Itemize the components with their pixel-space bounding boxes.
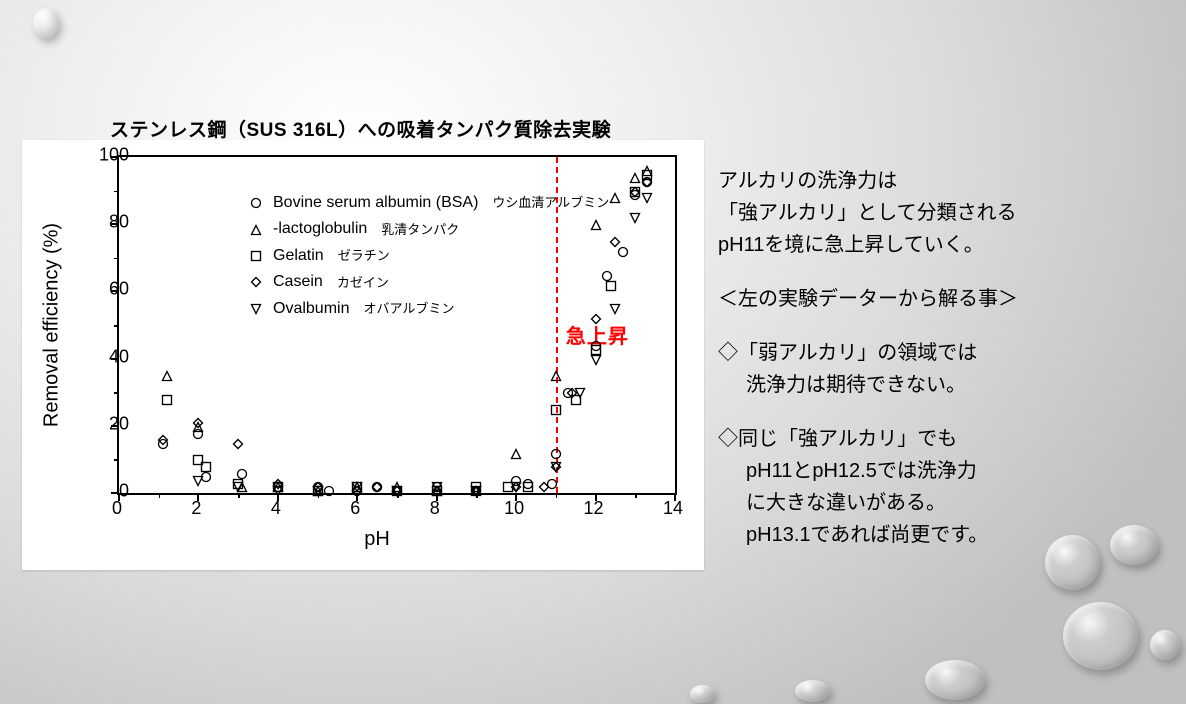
- data-point: [157, 433, 169, 451]
- legend-marker-icon: [249, 223, 263, 237]
- data-point: [510, 447, 522, 465]
- data-point: [574, 386, 586, 404]
- y-tick-label: 40: [89, 346, 129, 367]
- data-point: [371, 480, 383, 498]
- data-point: [550, 403, 562, 421]
- text-line: 洗浄力は期待できない。: [718, 369, 1163, 401]
- text-line: pH13.1であれば尚更です。: [718, 519, 1163, 551]
- data-point: [629, 185, 641, 203]
- data-point: [161, 393, 173, 411]
- droplet: [1150, 630, 1180, 660]
- plot-area: Bovine serum albumin (BSA) ウシ血清アルブミン -lact…: [117, 155, 677, 495]
- paragraph-2: ＜左の実験データーから解る事＞: [718, 283, 1163, 315]
- legend-label-jp: ゼラチン: [338, 245, 390, 266]
- data-point: [609, 191, 621, 209]
- data-point: [522, 480, 534, 498]
- legend-marker-icon: [249, 302, 263, 316]
- data-point: [323, 484, 335, 502]
- text-line: ＜左の実験データーから解る事＞: [718, 283, 1163, 315]
- chart-title: ステンレス鋼（SUS 316L）への吸着タンパク質除去実験: [110, 115, 611, 142]
- data-point: [470, 484, 482, 502]
- y-axis-label-en: Removal efficiency (%): [41, 223, 64, 427]
- data-point: [312, 484, 324, 502]
- text-line: に大きな違いがある。: [718, 487, 1163, 519]
- droplet: [1063, 602, 1138, 670]
- droplet: [925, 660, 985, 700]
- paragraph-3: ◇「弱アルカリ」の領域では 洗浄力は期待できない。: [718, 337, 1163, 401]
- legend-label-jp: ウシ血清アルブミン: [492, 192, 609, 213]
- text-line: 「強アルカリ」として分類される: [718, 197, 1163, 229]
- legend-marker-icon: [249, 249, 263, 263]
- legend-label-en: -lactoglobulin: [273, 216, 367, 242]
- legend-label-en: Gelatin: [273, 243, 324, 269]
- y-tick-label: 80: [89, 212, 129, 233]
- chart-container: Removal efficiency (%) Bovine serum albu…: [22, 140, 704, 570]
- data-point: [590, 312, 602, 330]
- x-tick-label: 12: [579, 498, 609, 519]
- text-line: アルカリの洗浄力は: [718, 165, 1163, 197]
- data-point: [391, 484, 403, 502]
- data-point: [609, 302, 621, 320]
- data-point: [550, 460, 562, 478]
- data-point: [590, 218, 602, 236]
- y-tick-label: 20: [89, 413, 129, 434]
- data-point: [538, 480, 550, 498]
- legend-label-en: Ovalbumin: [273, 296, 349, 322]
- x-tick-label: 6: [340, 498, 370, 519]
- droplet: [33, 8, 59, 38]
- y-tick-label: 60: [89, 279, 129, 300]
- slide: ステンレス鋼（SUS 316L）への吸着タンパク質除去実験 除去率 Remova…: [0, 0, 1186, 704]
- legend-marker-icon: [249, 196, 263, 210]
- data-point: [605, 279, 617, 297]
- data-point: [641, 191, 653, 209]
- data-point: [232, 437, 244, 455]
- x-tick-label: 10: [499, 498, 529, 519]
- x-tick-label: 2: [181, 498, 211, 519]
- droplet: [795, 680, 830, 702]
- data-point: [641, 175, 653, 193]
- data-point: [550, 369, 562, 387]
- threshold-line: [556, 157, 558, 493]
- x-tick-label: 8: [420, 498, 450, 519]
- x-tick-label: 4: [261, 498, 291, 519]
- droplet: [690, 685, 715, 703]
- legend-label-en: Casein: [273, 269, 323, 295]
- data-point: [192, 474, 204, 492]
- legend-label-en: Bovine serum albumin (BSA): [273, 190, 478, 216]
- data-point: [351, 480, 363, 498]
- data-point: [232, 480, 244, 498]
- data-point: [609, 235, 621, 253]
- text-line: pH11を境に急上昇していく。: [718, 229, 1163, 261]
- legend-label-jp: 乳清タンパク: [381, 219, 459, 240]
- data-point: [161, 369, 173, 387]
- data-point: [629, 211, 641, 229]
- legend-marker-icon: [249, 275, 263, 289]
- x-axis-label: pH: [364, 528, 390, 551]
- text-line: pH11とpH12.5では洗浄力: [718, 455, 1163, 487]
- x-tick-label: 14: [658, 498, 688, 519]
- data-point: [192, 416, 204, 434]
- explanation-text: アルカリの洗浄力は 「強アルカリ」として分類される pH11を境に急上昇していく…: [718, 165, 1163, 573]
- y-tick-label: 100: [89, 145, 129, 166]
- text-line: ◇同じ「強アルカリ」でも: [718, 423, 1163, 455]
- paragraph-1: アルカリの洗浄力は 「強アルカリ」として分類される pH11を境に急上昇していく…: [718, 165, 1163, 261]
- legend-label-jp: カゼイン: [337, 272, 389, 293]
- data-point: [431, 480, 443, 498]
- data-point: [590, 353, 602, 371]
- paragraph-4: ◇同じ「強アルカリ」でも pH11とpH12.5では洗浄力 に大きな違いがある。…: [718, 423, 1163, 551]
- x-tick-label: 0: [102, 498, 132, 519]
- legend-label-jp: オバアルブミン: [363, 298, 454, 319]
- text-line: ◇「弱アルカリ」の領域では: [718, 337, 1163, 369]
- data-point: [510, 480, 522, 498]
